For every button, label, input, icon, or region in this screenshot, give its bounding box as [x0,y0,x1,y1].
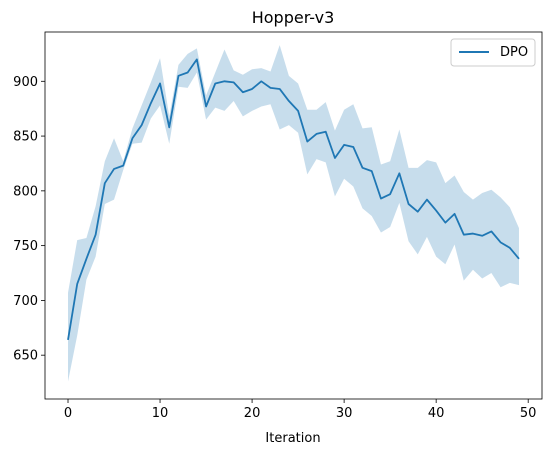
legend-box [450,38,536,67]
x-tick-label: 0 [64,406,72,421]
legend-label-dpo: DPO [500,45,528,60]
x-tick-label: 30 [336,406,353,421]
x-axis-label: Iteration [265,431,320,446]
y-tick-label: 650 [13,349,38,364]
x-tick-label: 10 [152,406,169,421]
confidence-band-dpo [68,45,519,382]
y-tick-label: 850 [13,130,38,145]
y-tick-label: 750 [13,239,38,254]
x-tick-label: 20 [244,406,261,421]
y-tick-label: 700 [13,294,38,309]
series-line-dpo [67,58,520,340]
y-tick-label: 800 [13,184,38,199]
x-tick-label: 40 [428,406,445,421]
plot-area [67,45,520,382]
axes-frame [44,31,543,400]
x-tick-label: 50 [520,406,537,421]
y-tick-label: 900 [13,75,38,90]
legend: DPO [450,38,536,67]
x-axis: 0 10 20 30 40 50 [64,399,537,421]
y-axis: 650 700 750 800 850 900 [13,75,45,364]
chart-title: Hopper-v3 [252,8,335,27]
